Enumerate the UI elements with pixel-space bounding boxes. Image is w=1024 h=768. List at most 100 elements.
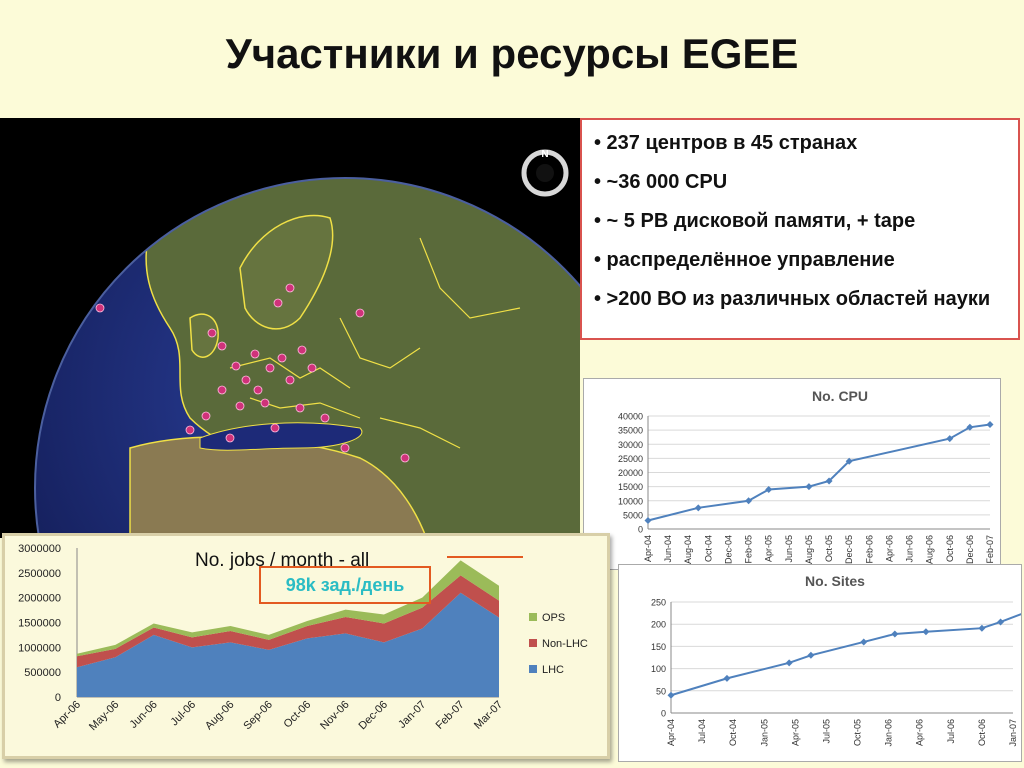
info-bullet: • ~ 5 PB дисковой памяти, + tape bbox=[594, 210, 916, 232]
y-tick-label: 0 bbox=[638, 525, 643, 535]
data-point bbox=[946, 435, 954, 443]
series-line bbox=[647, 423, 991, 522]
x-tick-label: Feb-05 bbox=[744, 535, 754, 564]
y-tick-label: 35000 bbox=[618, 426, 643, 436]
x-tick-label: Dec-04 bbox=[723, 535, 733, 564]
area-series-non-lhc bbox=[77, 575, 499, 668]
x-tick-label: Jul-05 bbox=[821, 719, 831, 744]
y-tick-label: 0 bbox=[55, 692, 61, 704]
data-point bbox=[807, 651, 815, 659]
x-tick-label: Feb-06 bbox=[864, 535, 874, 564]
y-tick-label: 500000 bbox=[24, 667, 61, 679]
x-tick-label: Oct-06 bbox=[945, 535, 955, 562]
jobs-chart-title: No. jobs / month - all bbox=[195, 550, 370, 571]
x-tick-label: Apr-06 bbox=[884, 535, 894, 562]
jobs-annotation-line bbox=[447, 556, 523, 558]
y-tick-label: 0 bbox=[661, 709, 666, 719]
data-point bbox=[978, 624, 986, 632]
y-tick-label: 1000000 bbox=[18, 642, 61, 654]
area-series-lhc bbox=[77, 592, 499, 697]
legend-label: LHC bbox=[542, 664, 564, 676]
data-point bbox=[644, 517, 652, 525]
data-point bbox=[785, 659, 793, 667]
info-box: • 237 центров в 45 странах • ~36 000 CPU… bbox=[580, 118, 1020, 340]
legend-label: Non-LHC bbox=[542, 638, 588, 650]
compass-icon[interactable]: N bbox=[521, 149, 569, 197]
x-tick-label: Oct-05 bbox=[853, 719, 863, 746]
data-point bbox=[997, 618, 1005, 626]
y-tick-label: 250 bbox=[651, 598, 666, 608]
sites-chart-card: No. Sites 0 50 100 150 200 250 Apr-04 Jul-04 Oct-… bbox=[618, 564, 1024, 762]
chart-title: No. Sites bbox=[805, 573, 865, 589]
data-point bbox=[966, 423, 974, 431]
x-tick-label: Feb-07 bbox=[985, 535, 995, 564]
sites-chart: No. Sites 0 50 100 150 200 250 Apr-04 Jul-04 Oct-… bbox=[651, 573, 1024, 747]
data-point bbox=[922, 628, 930, 636]
y-tick-label: 3000000 bbox=[18, 543, 61, 555]
uk-land bbox=[189, 313, 219, 358]
x-tick-label: Nov-06 bbox=[318, 699, 352, 733]
x-tick-label: Jun-06 bbox=[128, 699, 160, 731]
legend-swatch bbox=[529, 639, 537, 647]
area-series-ops bbox=[77, 560, 499, 657]
jobs-chart: 0 500000 1000000 1500000 2000000 2500000 30000… bbox=[18, 543, 588, 733]
y-tick-label: 150 bbox=[651, 642, 666, 652]
x-tick-label: Jan-07 bbox=[1008, 719, 1018, 747]
x-tick-label: Jul-06 bbox=[946, 719, 956, 744]
x-tick-label: Apr-04 bbox=[666, 719, 676, 746]
x-tick-label: Dec-06 bbox=[356, 699, 390, 733]
y-tick-label: 15000 bbox=[618, 482, 643, 492]
x-tick-label: Jul-04 bbox=[697, 719, 707, 744]
data-point bbox=[723, 674, 731, 682]
x-tick-label: Jun-04 bbox=[663, 535, 673, 563]
y-tick-label: 2500000 bbox=[18, 568, 61, 580]
x-tick-label: Jun-06 bbox=[905, 535, 915, 563]
data-point bbox=[805, 483, 813, 491]
x-tick-label: Jan-07 bbox=[396, 699, 428, 731]
y-tick-label: 30000 bbox=[618, 440, 643, 450]
x-tick-label: Jan-06 bbox=[884, 719, 894, 747]
legend-swatch bbox=[529, 613, 537, 621]
cpu-chart: No. CPU 0 5000 10000 15000 20000 25000 30000 350… bbox=[618, 388, 995, 564]
y-tick-label: 5000 bbox=[623, 510, 643, 520]
data-point bbox=[986, 420, 994, 428]
page-title: Участники и ресурсы EGEE bbox=[225, 30, 799, 77]
y-tick-label: 20000 bbox=[618, 468, 643, 478]
x-tick-label: Oct-06 bbox=[281, 699, 313, 731]
data-point bbox=[891, 630, 899, 638]
x-tick-label: Feb-07 bbox=[434, 699, 467, 732]
svg-text:N: N bbox=[541, 149, 548, 160]
data-point bbox=[667, 691, 675, 699]
x-tick-label: Dec-06 bbox=[965, 535, 975, 564]
x-tick-label: Mar-07 bbox=[472, 699, 505, 732]
scandinavia-land bbox=[239, 214, 334, 330]
data-point bbox=[765, 485, 773, 493]
globe-illustration: N bbox=[34, 149, 656, 768]
info-bullet: • распределённое управление bbox=[594, 249, 895, 271]
info-bullet: • 237 центров в 45 странах bbox=[594, 132, 858, 154]
legend-swatch bbox=[529, 665, 537, 673]
legend-label: OPS bbox=[542, 612, 565, 624]
x-tick-label: Dec-05 bbox=[844, 535, 854, 564]
y-tick-label: 1500000 bbox=[18, 618, 61, 630]
x-tick-label: Oct-04 bbox=[728, 719, 738, 746]
series-line bbox=[670, 611, 1024, 697]
mediterranean-sea bbox=[199, 422, 363, 451]
y-tick-label: 2000000 bbox=[18, 593, 61, 605]
jobs-rate-annotation: 98k зад./день bbox=[259, 566, 431, 604]
data-point bbox=[694, 504, 702, 512]
x-tick-label: Apr-05 bbox=[764, 535, 774, 562]
x-tick-label: May-06 bbox=[87, 699, 121, 733]
y-tick-label: 40000 bbox=[618, 412, 643, 422]
x-tick-label: Jan-05 bbox=[759, 719, 769, 747]
chart-title: No. CPU bbox=[812, 388, 868, 404]
x-tick-label: Aug-05 bbox=[804, 535, 814, 564]
x-tick-label: Oct-05 bbox=[824, 535, 834, 562]
x-tick-label: Sep-06 bbox=[241, 699, 275, 733]
x-tick-label: Jul-06 bbox=[169, 699, 199, 729]
y-tick-label: 10000 bbox=[618, 496, 643, 506]
data-point bbox=[860, 638, 868, 646]
x-tick-label: Apr-05 bbox=[790, 719, 800, 746]
data-point bbox=[745, 497, 753, 505]
cpu-chart-card: No. CPU 0 5000 10000 15000 20000 25000 30000 350… bbox=[583, 378, 1001, 570]
